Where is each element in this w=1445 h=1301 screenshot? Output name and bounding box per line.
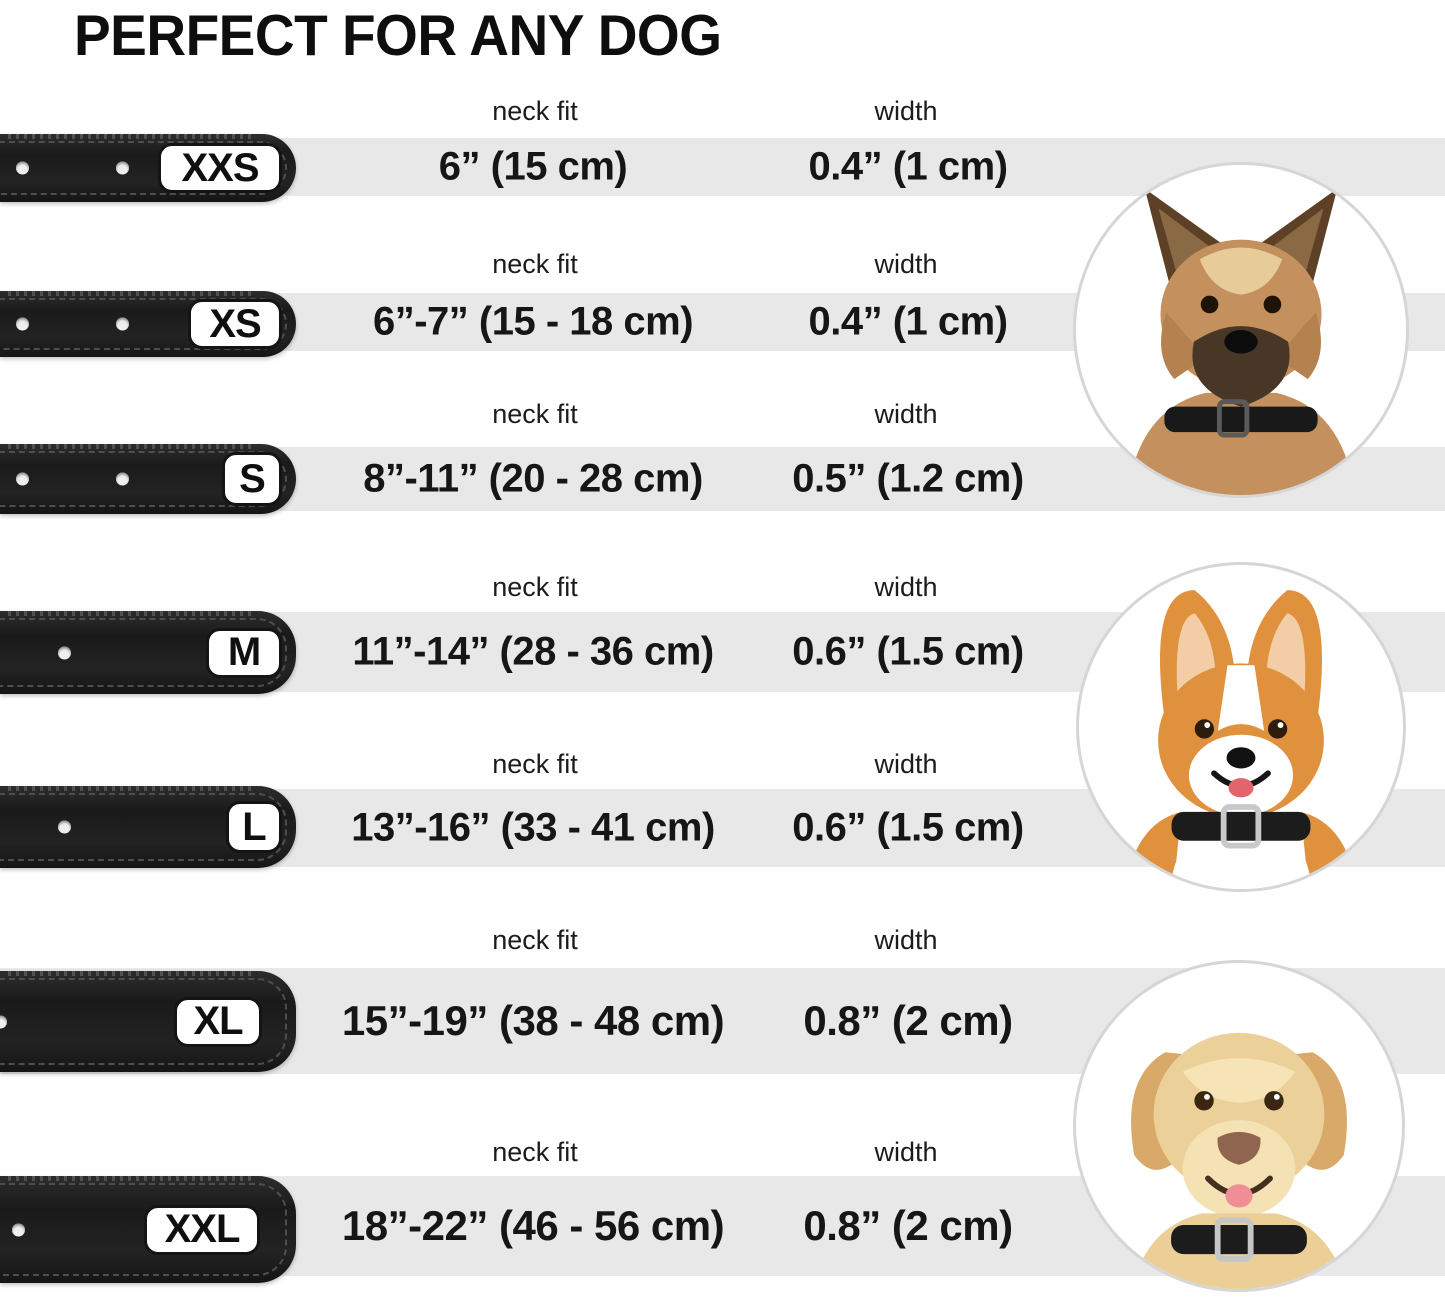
size-badge: XXL bbox=[144, 1204, 260, 1255]
width-column-label: width bbox=[874, 572, 938, 602]
collar-strap-graphic: XXL bbox=[0, 1176, 296, 1283]
collar-rivet bbox=[58, 646, 71, 659]
size-badge: XS bbox=[188, 299, 282, 349]
neck-fit-column-label: neck fit bbox=[492, 1137, 578, 1167]
neck-fit-value: 15”-19” (38 - 48 cm) bbox=[341, 997, 725, 1044]
collar-strap-graphic: S bbox=[0, 444, 296, 514]
width-value: 0.4” (1 cm) bbox=[808, 144, 1008, 189]
collar-rivet bbox=[16, 472, 29, 486]
width-column-label: width bbox=[874, 1137, 938, 1167]
neck-fit-column-label: neck fit bbox=[492, 96, 578, 126]
collar-stitching bbox=[0, 298, 287, 350]
width-column-label: width bbox=[874, 249, 938, 279]
neck-fit-column-label: neck fit bbox=[492, 249, 578, 279]
labrador-dog-photo bbox=[1073, 960, 1405, 1292]
width-column-label: width bbox=[874, 96, 938, 126]
size-badge: L bbox=[226, 801, 282, 853]
width-value: 0.8” (2 cm) bbox=[803, 1202, 1013, 1249]
terrier-dog-photo bbox=[1073, 162, 1409, 498]
width-value: 0.5” (1.2 cm) bbox=[792, 456, 1024, 501]
collar-stitching bbox=[0, 451, 287, 507]
collar-rivet bbox=[16, 317, 29, 331]
collar-stitching bbox=[0, 141, 287, 195]
neck-fit-value: 11”-14” (28 - 36 cm) bbox=[352, 629, 714, 674]
width-value: 0.8” (2 cm) bbox=[803, 997, 1013, 1044]
width-column-label: width bbox=[874, 399, 938, 429]
collar-strap-graphic: L bbox=[0, 786, 296, 868]
size-badge: M bbox=[206, 627, 282, 678]
width-value: 0.6” (1.5 cm) bbox=[792, 805, 1024, 850]
page-title: PERFECT FOR ANY DOG bbox=[74, 3, 722, 68]
corgi-illustration bbox=[1125, 590, 1357, 889]
collar-strap-graphic: M bbox=[0, 611, 296, 694]
collar-stitching bbox=[0, 1183, 287, 1276]
collar-rivet bbox=[58, 820, 71, 834]
width-column-label: width bbox=[874, 749, 938, 779]
size-badge: XL bbox=[174, 996, 262, 1047]
collar-stitching bbox=[0, 978, 287, 1065]
neck-fit-value: 6” (15 cm) bbox=[438, 144, 628, 189]
corgi-dog-photo bbox=[1076, 562, 1406, 892]
collar-rivet bbox=[16, 161, 29, 175]
size-badge: S bbox=[222, 452, 282, 506]
neck-fit-value: 8”-11” (20 - 28 cm) bbox=[363, 456, 703, 501]
collar-strap-graphic: XXS bbox=[0, 134, 296, 202]
labrador-illustration bbox=[1131, 1032, 1347, 1289]
neck-fit-column-label: neck fit bbox=[492, 749, 578, 779]
collar-rivet bbox=[116, 317, 129, 331]
collar-rivet bbox=[12, 1223, 25, 1236]
collar-rivet bbox=[0, 1015, 7, 1028]
collar-rivet bbox=[116, 472, 129, 486]
size-badge: XXS bbox=[158, 143, 282, 193]
neck-fit-column-label: neck fit bbox=[492, 399, 578, 429]
neck-fit-column-label: neck fit bbox=[492, 572, 578, 602]
width-value: 0.6” (1.5 cm) bbox=[792, 629, 1024, 674]
collar-strap-graphic: XS bbox=[0, 291, 296, 357]
collar-stitching bbox=[0, 618, 287, 687]
neck-fit-value: 13”-16” (33 - 41 cm) bbox=[351, 805, 715, 850]
collar-rivet bbox=[116, 161, 129, 175]
terrier-illustration bbox=[1127, 188, 1355, 495]
width-column-label: width bbox=[874, 925, 938, 955]
collar-strap-graphic: XL bbox=[0, 971, 296, 1072]
neck-fit-value: 6”-7” (15 - 18 cm) bbox=[372, 299, 694, 344]
collar-stitching bbox=[0, 793, 287, 861]
neck-fit-column-label: neck fit bbox=[492, 925, 578, 955]
neck-fit-value: 18”-22” (46 - 56 cm) bbox=[341, 1202, 725, 1249]
width-value: 0.4” (1 cm) bbox=[808, 299, 1008, 344]
